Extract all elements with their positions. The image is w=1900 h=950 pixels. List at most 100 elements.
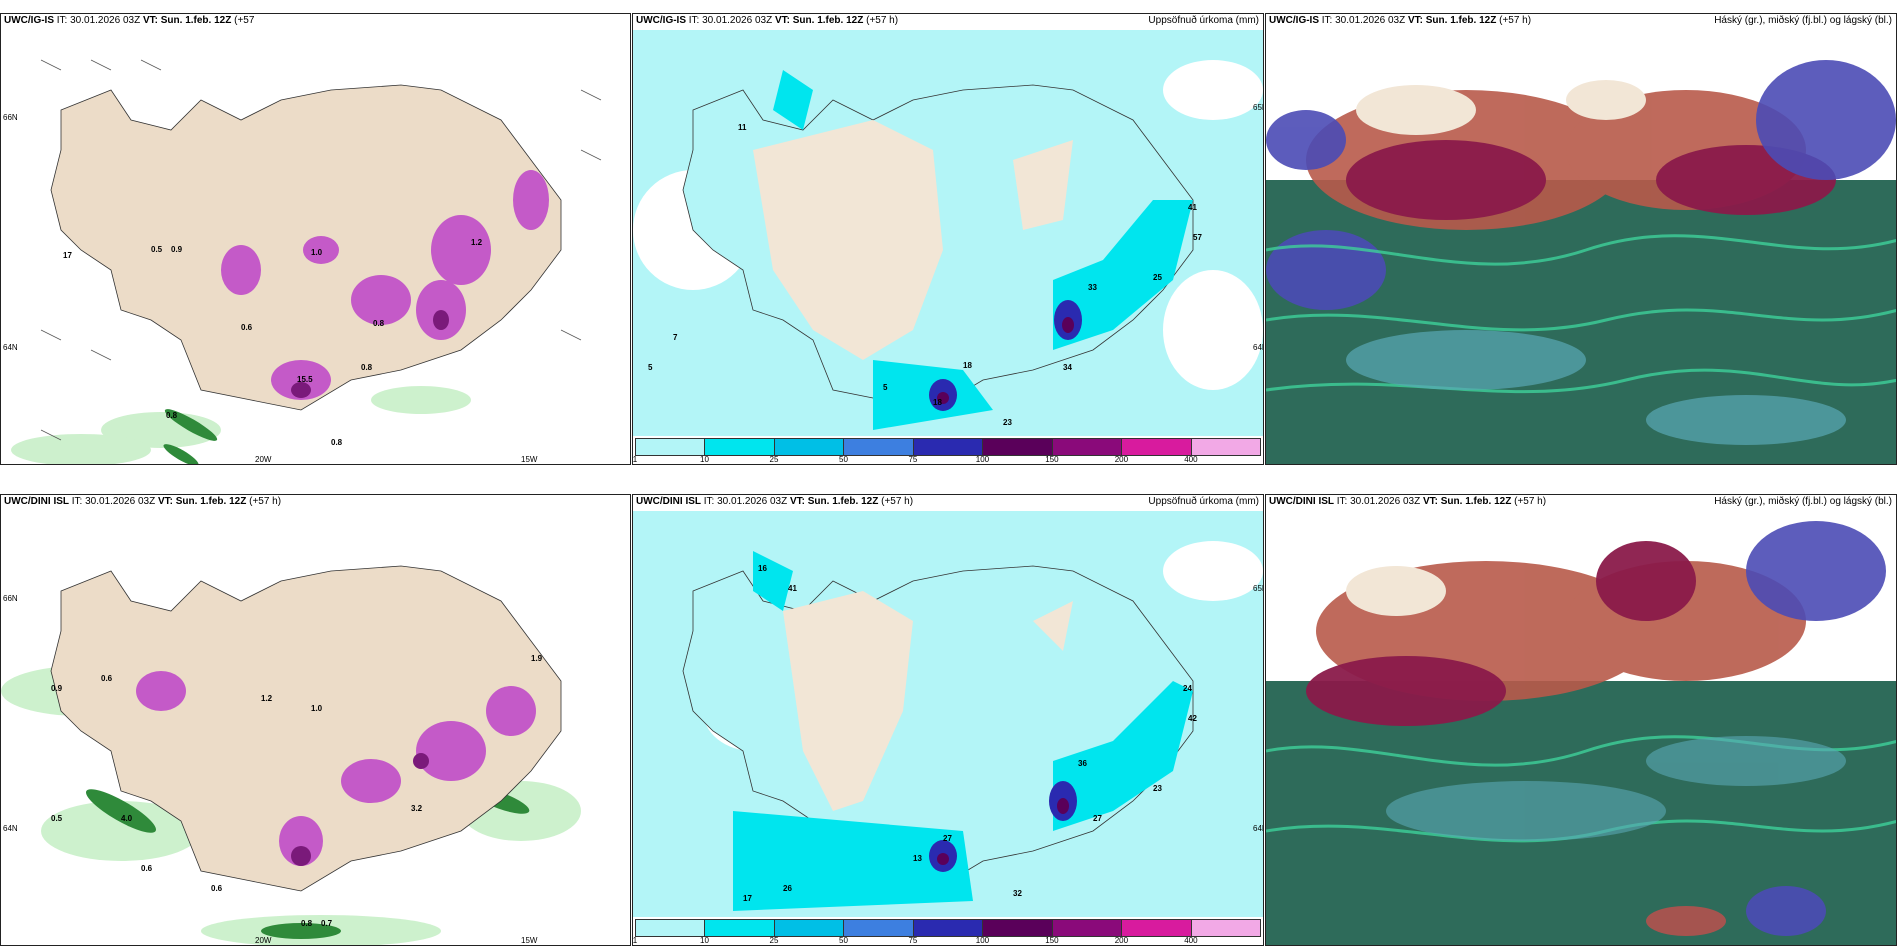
wind-snow-map: 17 0.5 0.9 0.6 1.2 15.5 0.8 0.8 0.8 0.8 1.0 6… bbox=[1, 30, 630, 464]
svg-text:1.9: 1.9 bbox=[531, 654, 543, 663]
model-name: UWC/DINI ISL bbox=[4, 496, 69, 507]
panel-bottom-middle: UWC/DINI ISL IT: 30.01.2026 03Z VT: Sun.… bbox=[632, 494, 1264, 946]
svg-text:32: 32 bbox=[1013, 889, 1022, 898]
panel-header: UWC/DINI ISL IT: 30.01.2026 03Z VT: Sun.… bbox=[1266, 495, 1896, 511]
axis-label: 66N bbox=[3, 594, 18, 603]
init-time: IT: 30.01.2026 03Z bbox=[703, 496, 788, 507]
panel-header: UWC/IG-IS IT: 30.01.2026 03Z VT: Sun. 1.… bbox=[1266, 14, 1896, 30]
svg-text:25: 25 bbox=[1153, 273, 1162, 282]
panel-subtitle: Háský (gr.), miðský (fj.bl.) og lágský (… bbox=[1714, 15, 1892, 26]
panel-subtitle: Uppsöfnuð úrkoma (mm) bbox=[1148, 496, 1259, 507]
panel-header: UWC/DINI ISL IT: 30.01.2026 03Z VT: Sun.… bbox=[633, 495, 1263, 511]
lead-time: (+57 h) bbox=[866, 15, 899, 26]
svg-text:1.0: 1.0 bbox=[311, 248, 323, 257]
svg-text:24: 24 bbox=[1183, 684, 1192, 693]
axis-label: 20W bbox=[255, 455, 272, 464]
model-name: UWC/DINI ISL bbox=[636, 496, 701, 507]
model-name: UWC/IG-IS bbox=[4, 15, 54, 26]
valid-time: VT: Sun. 1.feb. 12Z bbox=[1407, 15, 1497, 26]
colorbar-ticks: 1 10 25 50 75 100 150 200 400 bbox=[632, 936, 1198, 945]
lead-time: (+57 h) bbox=[1514, 496, 1547, 507]
precip-map: 16 41 13 27 27 32 42 24 36 23 26 17 65N 64N bbox=[633, 511, 1264, 919]
precip-colorbar: 1 10 25 50 75 100 150 200 400 bbox=[633, 917, 1263, 945]
svg-text:11: 11 bbox=[738, 123, 747, 132]
snow-label: 17 bbox=[63, 251, 72, 260]
svg-text:17: 17 bbox=[743, 894, 752, 903]
panel-top-left: UWC/IG-IS IT: 30.01.2026 03Z VT: Sun. 1.… bbox=[0, 13, 631, 465]
axis-label: 65N bbox=[1253, 103, 1264, 112]
svg-text:1.0: 1.0 bbox=[311, 704, 323, 713]
svg-text:15.5: 15.5 bbox=[297, 375, 313, 384]
cloud-map bbox=[1266, 511, 1896, 945]
axis-label: 64N bbox=[3, 824, 18, 833]
model-name: UWC/DINI ISL bbox=[1269, 496, 1334, 507]
colorbar-cells bbox=[635, 438, 1261, 456]
svg-text:57: 57 bbox=[1193, 233, 1202, 242]
init-time: IT: 30.01.2026 03Z bbox=[1321, 15, 1406, 26]
init-time: IT: 30.01.2026 03Z bbox=[688, 15, 773, 26]
svg-text:0.8: 0.8 bbox=[373, 319, 385, 328]
cloud-map bbox=[1266, 30, 1896, 464]
lead-time: (+57 h) bbox=[249, 496, 282, 507]
valid-time: VT: Sun. 1.feb. 12Z bbox=[789, 496, 879, 507]
svg-text:0.9: 0.9 bbox=[51, 684, 63, 693]
svg-text:3.2: 3.2 bbox=[411, 804, 423, 813]
svg-text:16: 16 bbox=[758, 564, 767, 573]
svg-text:0.8: 0.8 bbox=[361, 363, 373, 372]
svg-text:23: 23 bbox=[1153, 784, 1162, 793]
panel-subtitle: Háský (gr.), miðský (fj.bl.) og lágský (… bbox=[1714, 496, 1892, 507]
svg-text:5: 5 bbox=[883, 383, 888, 392]
svg-text:7: 7 bbox=[673, 333, 678, 342]
svg-text:0.7: 0.7 bbox=[321, 919, 333, 928]
svg-text:33: 33 bbox=[1088, 283, 1097, 292]
svg-text:26: 26 bbox=[783, 884, 792, 893]
svg-text:0.5: 0.5 bbox=[51, 814, 63, 823]
svg-text:13: 13 bbox=[913, 854, 922, 863]
axis-label: 64N bbox=[3, 343, 18, 352]
svg-text:0.8: 0.8 bbox=[301, 919, 313, 928]
svg-text:18: 18 bbox=[933, 398, 942, 407]
axis-label: 15W bbox=[521, 936, 538, 945]
svg-text:0.9: 0.9 bbox=[171, 245, 183, 254]
lead-time: (+57 h) bbox=[1499, 15, 1532, 26]
axis-label: 64N bbox=[1253, 343, 1264, 352]
svg-text:23: 23 bbox=[1003, 418, 1012, 427]
panel-bottom-right: UWC/DINI ISL IT: 30.01.2026 03Z VT: Sun.… bbox=[1265, 494, 1897, 946]
svg-text:34: 34 bbox=[1063, 363, 1072, 372]
axis-label: 64N bbox=[1253, 824, 1264, 833]
valid-time: VT: Sun. 1.feb. 12Z bbox=[142, 15, 232, 26]
svg-text:0.8: 0.8 bbox=[166, 411, 178, 420]
valid-time: VT: Sun. 1.feb. 12Z bbox=[1422, 496, 1512, 507]
svg-text:0.6: 0.6 bbox=[211, 884, 223, 893]
precip-colorbar: 1 10 25 50 75 100 150 200 400 bbox=[633, 436, 1263, 464]
panel-top-right: UWC/IG-IS IT: 30.01.2026 03Z VT: Sun. 1.… bbox=[1265, 13, 1897, 465]
colorbar-cells bbox=[635, 919, 1261, 937]
svg-text:18: 18 bbox=[963, 361, 972, 370]
axis-label: 15W bbox=[521, 455, 538, 464]
valid-time: VT: Sun. 1.feb. 12Z bbox=[157, 496, 247, 507]
svg-text:5: 5 bbox=[648, 363, 653, 372]
axis-label: 20W bbox=[255, 936, 272, 945]
svg-text:41: 41 bbox=[788, 584, 797, 593]
svg-text:0.6: 0.6 bbox=[241, 323, 253, 332]
axis-label: 65N bbox=[1253, 584, 1264, 593]
lead-time: (+57 h) bbox=[881, 496, 914, 507]
svg-text:27: 27 bbox=[943, 834, 952, 843]
init-time: IT: 30.01.2026 03Z bbox=[71, 496, 156, 507]
panel-header: UWC/IG-IS IT: 30.01.2026 03Z VT: Sun. 1.… bbox=[633, 14, 1263, 30]
model-name: UWC/IG-IS bbox=[636, 15, 686, 26]
panel-header: UWC/DINI ISL IT: 30.01.2026 03Z VT: Sun.… bbox=[1, 495, 630, 511]
lead-time: (+57 bbox=[234, 15, 255, 26]
init-time: IT: 30.01.2026 03Z bbox=[1336, 496, 1421, 507]
svg-text:1.2: 1.2 bbox=[471, 238, 483, 247]
svg-text:0.6: 0.6 bbox=[141, 864, 153, 873]
wind-snow-map: 0.9 0.6 0.5 4.0 0.6 0.6 0.8 0.7 3.2 1.0 1.2 1.… bbox=[1, 511, 630, 945]
panel-top-middle: UWC/IG-IS IT: 30.01.2026 03Z VT: Sun. 1.… bbox=[632, 13, 1264, 465]
svg-text:0.6: 0.6 bbox=[101, 674, 113, 683]
axis-label: 66N bbox=[3, 113, 18, 122]
panel-bottom-left: UWC/DINI ISL IT: 30.01.2026 03Z VT: Sun.… bbox=[0, 494, 631, 946]
valid-time: VT: Sun. 1.feb. 12Z bbox=[774, 15, 864, 26]
svg-text:4.0: 4.0 bbox=[121, 814, 133, 823]
panel-header: UWC/IG-IS IT: 30.01.2026 03Z VT: Sun. 1.… bbox=[1, 14, 630, 30]
